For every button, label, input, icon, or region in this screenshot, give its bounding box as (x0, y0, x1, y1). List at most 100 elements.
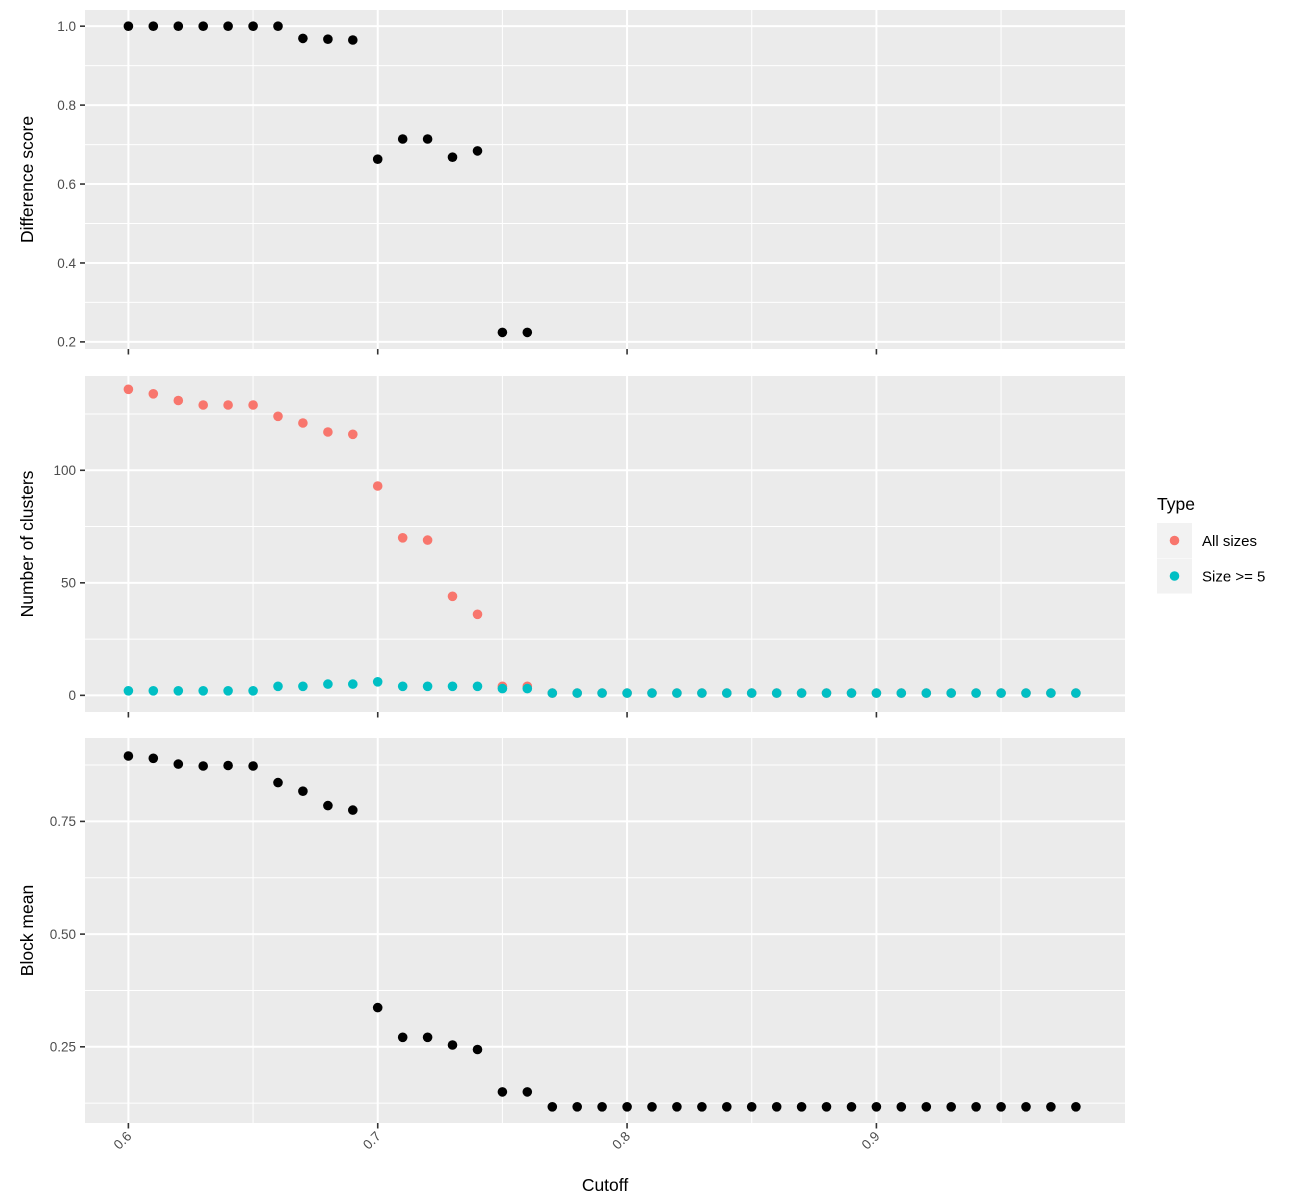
data-point-size-5 (921, 688, 932, 698)
data-point-size-5 (1021, 688, 1031, 698)
y-tick-label-panel-0: 0.2 (57, 335, 76, 350)
data-point-size-5 (123, 686, 134, 696)
data-point-block-mean (597, 1102, 607, 1112)
data-point-size-5 (871, 688, 882, 698)
data-point-size-5 (971, 688, 981, 698)
data-point-size-5 (672, 688, 682, 698)
y-tick-label-panel-1: 0 (68, 688, 76, 703)
data-point-size-5 (597, 688, 607, 698)
data-point-all-sizes (273, 411, 283, 422)
data-point-size-5 (896, 688, 907, 698)
x-tick-label: 0.9 (859, 1129, 883, 1153)
data-point-size-5 (447, 681, 458, 692)
data-point-all-sizes (148, 389, 159, 399)
data-point-size-5 (796, 688, 807, 698)
data-point-all-sizes (447, 591, 458, 602)
data-point-size-5 (996, 688, 1006, 698)
y-tick-label-panel-1: 50 (61, 576, 76, 591)
y-tick-label-panel-0: 0.8 (57, 98, 76, 113)
data-point-all-sizes (372, 481, 383, 491)
data-point-difference-score (123, 21, 134, 32)
data-point-block-mean (522, 1087, 533, 1097)
legend-key-dot-all-sizes (1169, 535, 1180, 546)
data-point-all-sizes (397, 533, 408, 543)
data-point-block-mean (946, 1102, 956, 1112)
data-point-all-sizes (298, 418, 308, 428)
data-point-difference-score (472, 146, 483, 156)
data-point-difference-score (323, 34, 333, 44)
data-point-block-mean (846, 1102, 857, 1112)
data-point-block-mean (771, 1102, 782, 1112)
data-point-size-5 (821, 688, 832, 698)
data-point-difference-score (397, 134, 408, 144)
x-axis-title: Cutoff (582, 1175, 629, 1195)
data-point-size-5 (497, 683, 508, 694)
data-point-block-mean (622, 1102, 632, 1112)
data-point-block-mean (996, 1102, 1006, 1112)
x-tick-label: 0.7 (360, 1129, 384, 1153)
data-point-all-sizes (198, 400, 208, 410)
data-point-size-5 (422, 681, 433, 692)
data-point-size-5 (846, 688, 857, 698)
data-point-block-mean (1021, 1102, 1031, 1112)
data-point-block-mean (871, 1102, 882, 1112)
data-point-size-5 (547, 688, 558, 698)
data-point-block-mean (746, 1102, 757, 1112)
data-point-all-sizes (223, 400, 233, 410)
data-point-all-sizes (248, 400, 258, 410)
data-point-block-mean (497, 1087, 508, 1097)
panel-background-1 (85, 376, 1125, 712)
y-tick-label-panel-1: 100 (53, 463, 76, 478)
legend-label-size-ge-5: Size >= 5 (1202, 569, 1265, 586)
data-point-size-5 (622, 688, 632, 698)
y-tick-label-panel-2: 0.75 (50, 814, 76, 829)
data-point-block-mean (472, 1044, 483, 1055)
data-point-size-5 (522, 683, 533, 694)
data-point-size-5 (273, 681, 283, 692)
data-point-size-5 (173, 686, 184, 696)
x-tick-label: 0.8 (609, 1129, 633, 1153)
x-tick-label: 0.6 (111, 1129, 135, 1153)
data-point-block-mean (323, 800, 333, 811)
data-point-size-5 (248, 686, 258, 696)
data-point-block-mean (672, 1102, 682, 1112)
data-point-block-mean (123, 751, 134, 761)
data-point-size-5 (946, 688, 956, 698)
data-point-block-mean (223, 760, 233, 771)
data-point-block-mean (921, 1102, 932, 1112)
panel-background-2 (85, 738, 1125, 1123)
data-point-size-5 (148, 686, 159, 696)
data-point-size-5 (348, 679, 358, 689)
data-point-block-mean (1071, 1102, 1081, 1112)
data-point-size-5 (746, 688, 757, 698)
data-point-size-5 (1071, 688, 1081, 698)
data-point-all-sizes (422, 535, 433, 545)
data-point-block-mean (148, 753, 159, 764)
y-tick-label-panel-0: 0.6 (57, 177, 76, 192)
data-point-block-mean (273, 777, 283, 788)
data-point-size-5 (372, 677, 383, 687)
data-point-block-mean (1046, 1102, 1056, 1112)
panel-background-0 (85, 10, 1125, 349)
data-point-block-mean (572, 1102, 582, 1112)
data-point-all-sizes (323, 427, 333, 437)
data-point-block-mean (896, 1102, 907, 1112)
data-point-difference-score (273, 21, 283, 32)
data-point-block-mean (971, 1102, 981, 1112)
data-point-block-mean (821, 1102, 832, 1112)
data-point-difference-score (372, 154, 383, 164)
data-point-block-mean (298, 786, 308, 796)
data-point-difference-score (173, 21, 184, 32)
y-axis-title-difference-score: Difference score (17, 116, 37, 243)
data-point-size-5 (223, 686, 233, 696)
data-point-size-5 (572, 688, 582, 698)
y-tick-label-panel-2: 0.25 (50, 1040, 76, 1055)
data-point-block-mean (722, 1102, 732, 1112)
data-point-difference-score (422, 134, 433, 144)
data-point-size-5 (722, 688, 732, 698)
data-point-block-mean (348, 805, 358, 815)
data-point-all-sizes (472, 609, 483, 620)
data-point-all-sizes (348, 429, 358, 440)
